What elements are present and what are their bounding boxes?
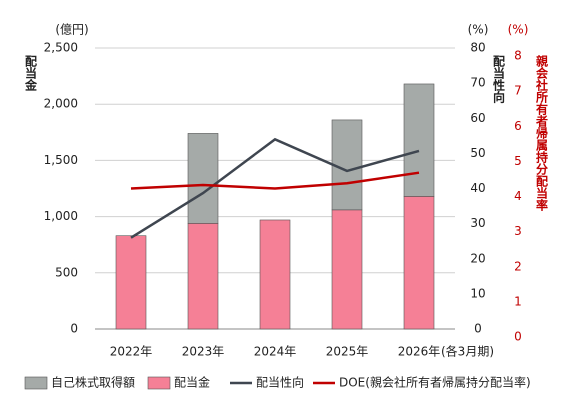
y-tick-label: 0 (70, 322, 78, 336)
x-tick-label: 2023年 (182, 345, 225, 359)
legend-label: 自己株式取得額 (51, 375, 135, 390)
y2-tick-label: 70 (470, 76, 485, 90)
y2-tick-label: 50 (470, 146, 485, 160)
y-tick-label: 1,000 (44, 209, 78, 223)
x-note: (各3月期) (441, 344, 494, 359)
legend-label: 配当性向 (256, 375, 304, 390)
x-tick-label: 2024年 (254, 345, 297, 359)
x-tick-label: 2022年 (110, 345, 153, 359)
y3-tick-label: 3 (514, 224, 522, 238)
bar (187, 223, 219, 330)
y-tick-label: 1,500 (44, 153, 78, 167)
y3-tick-label: 6 (514, 119, 522, 133)
y2-unit: (%) (468, 23, 489, 37)
y2-tick-label: 60 (470, 111, 485, 125)
y2-tick-label: 20 (470, 251, 485, 265)
y2-tick-label: 10 (470, 286, 485, 300)
y2-tick-label: 30 (470, 216, 485, 230)
y3-label: 親会社所有者帰属持分配当率 (535, 54, 549, 212)
y3-unit: (%) (508, 23, 529, 37)
legend-swatch (147, 376, 171, 390)
x-tick-label: 2026年 (398, 345, 441, 359)
y2-label: 配当性向 (492, 54, 506, 104)
bar (331, 209, 363, 330)
bar (259, 219, 291, 330)
y2-tick-label: 0 (474, 322, 482, 336)
bar (403, 83, 435, 197)
y2-tick-label: 40 (470, 181, 485, 195)
legend-label: 配当金 (174, 375, 210, 390)
y3-tick-label: 0 (514, 330, 522, 344)
legend-label: DOE(親会社所有者帰属持分配当率) (339, 375, 531, 390)
x-tick-label: 2025年 (326, 345, 369, 359)
line (130, 137, 420, 239)
legend-swatch (24, 376, 48, 390)
bar (187, 133, 219, 224)
y3-tick-label: 2 (514, 259, 522, 273)
line (130, 171, 420, 190)
y3-tick-label: 4 (514, 189, 522, 203)
y3-tick-label: 8 (514, 49, 522, 63)
y3-tick-label: 1 (514, 294, 522, 308)
y2-tick-label: 80 (470, 41, 485, 55)
y-tick-label: 500 (55, 265, 78, 279)
y-label: 配当金 (24, 54, 38, 92)
bar (403, 196, 435, 330)
bar (331, 119, 363, 211)
y-tick-label: 2,000 (44, 97, 78, 111)
y-tick-label: 2,500 (44, 41, 78, 55)
y-unit: (億円) (55, 23, 88, 37)
y3-tick-label: 5 (514, 154, 522, 168)
y3-tick-label: 7 (514, 84, 522, 98)
bar (115, 235, 147, 330)
